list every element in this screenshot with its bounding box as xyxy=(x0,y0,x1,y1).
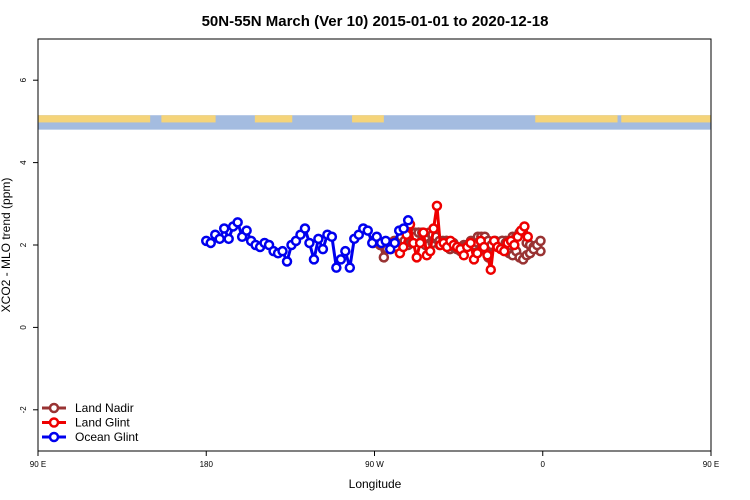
legend-marker-land-glint xyxy=(48,417,60,428)
plot-frame xyxy=(37,38,712,452)
x-tick-label: 90 E xyxy=(30,460,46,469)
x-tick-label: 90 E xyxy=(703,460,719,469)
data-point-ocean-glint xyxy=(398,223,409,234)
data-point-ocean-glint xyxy=(304,237,315,249)
data-point-ocean-glint xyxy=(277,245,288,257)
land-strip xyxy=(352,115,384,123)
data-point-ocean-glint xyxy=(380,235,391,247)
data-point-ocean-glint xyxy=(214,233,225,245)
data-point-land-nadir xyxy=(378,252,390,263)
y-tick-label: 2 xyxy=(19,242,28,247)
data-point-land-glint xyxy=(428,223,439,234)
data-point-land-glint xyxy=(522,231,534,243)
data-point-land-nadir xyxy=(535,235,546,247)
x-tick-label: 0 xyxy=(541,460,546,469)
land-strip xyxy=(254,115,293,123)
land-strip xyxy=(161,115,216,123)
data-point-land-glint xyxy=(465,237,476,249)
legend-marker-ocean-glint xyxy=(48,431,60,443)
data-point-ocean-glint xyxy=(241,225,252,236)
data-point-land-glint xyxy=(485,264,497,275)
land-strip xyxy=(621,115,711,123)
data-point-ocean-glint xyxy=(335,254,347,265)
x-tick-label: 180 xyxy=(200,460,214,469)
data-point-ocean-glint xyxy=(317,243,329,255)
data-point-land-glint xyxy=(414,237,426,249)
data-point-land-glint xyxy=(431,200,443,212)
data-point-ocean-glint xyxy=(218,223,230,234)
land-ocean-band xyxy=(38,115,711,130)
y-tick-label: 0 xyxy=(19,325,28,330)
data-point-land-glint xyxy=(458,250,470,261)
legend-label-ocean-glint: Ocean Glint xyxy=(75,430,139,444)
data-point-ocean-glint xyxy=(308,254,320,265)
y-axis-label: XCO2 - MLO trend (ppm) xyxy=(0,178,13,313)
data-point-ocean-glint xyxy=(389,237,400,249)
y-tick-label: 4 xyxy=(19,160,28,165)
data-point-ocean-glint xyxy=(344,262,356,273)
data-point-ocean-glint xyxy=(223,233,234,245)
data-point-ocean-glint xyxy=(205,237,216,249)
data-point-ocean-glint xyxy=(331,262,342,273)
data-point-ocean-glint xyxy=(299,223,311,234)
data-point-ocean-glint xyxy=(281,256,293,267)
data-point-land-glint xyxy=(498,245,510,257)
data-point-land-glint xyxy=(482,250,493,261)
legend-label-land-nadir: Land Nadir xyxy=(75,401,134,415)
land-strip xyxy=(38,115,151,123)
legend-label-land-glint: Land Glint xyxy=(75,416,130,430)
x-tick-label: 90 W xyxy=(365,460,384,469)
data-point-ocean-glint xyxy=(326,231,338,243)
x-axis-label: Longitude xyxy=(349,477,402,491)
data-point-ocean-glint xyxy=(402,215,414,226)
data-point-land-glint xyxy=(472,247,483,259)
axis-ticks: 90 E 180 90 W 0 90 E -2 0 2 4 6 xyxy=(19,77,719,469)
data-point-land-glint xyxy=(411,252,422,263)
data-point-land-glint xyxy=(478,241,490,253)
chart-title: 50N-55N March (Ver 10) 2015-01-01 to 202… xyxy=(202,13,549,30)
legend-marker-land-nadir xyxy=(48,402,60,414)
series-layer xyxy=(201,200,546,275)
land-strip xyxy=(535,115,618,123)
y-tick-label: -2 xyxy=(19,406,28,414)
data-point-ocean-glint xyxy=(232,217,243,228)
data-point-ocean-glint xyxy=(362,225,374,236)
data-point-land-glint xyxy=(519,221,530,232)
data-point-land-glint xyxy=(418,227,429,238)
y-tick-label: 6 xyxy=(19,77,28,82)
data-point-land-glint xyxy=(424,245,436,257)
data-point-ocean-glint xyxy=(313,233,324,245)
data-point-land-glint xyxy=(509,239,520,251)
data-point-land-glint xyxy=(398,241,409,253)
data-point-ocean-glint xyxy=(340,245,351,257)
